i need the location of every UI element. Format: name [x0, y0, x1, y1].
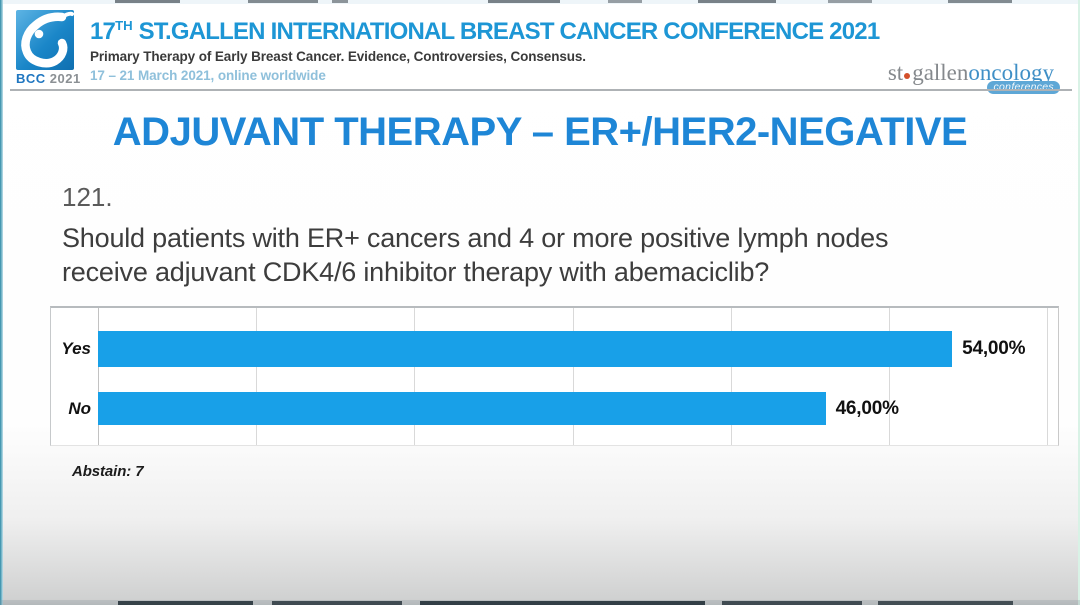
plot-area: 54,00% 46,00% — [98, 308, 1048, 445]
conference-dates: 17 – 21 March 2021, online worldwide — [90, 68, 326, 83]
question-line-2: receive adjuvant CDK4/6 inhibitor therap… — [62, 257, 770, 287]
value-label-yes: 54,00% — [962, 338, 1026, 359]
question-number: 121. — [62, 182, 113, 212]
org-logo-st: st — [887, 60, 904, 85]
bcc-swan-logo-icon — [16, 10, 74, 70]
org-logo-oncology: oncology — [968, 60, 1054, 85]
gridline — [1047, 308, 1048, 445]
video-top-edge-artifacts — [0, 0, 1080, 4]
question-block: 121. Should patients with ER+ cancers an… — [62, 182, 1022, 289]
gridline — [730, 308, 732, 445]
header-divider — [10, 89, 1072, 91]
conference-header: BCC 2021 17TH ST.GALLEN INTERNATIONAL BR… — [16, 8, 1068, 94]
bar-yes — [98, 331, 953, 367]
video-bottom-edge-artifacts — [0, 600, 1080, 605]
poll-bar-chart: Yes No 54,00% 46,00% — [50, 306, 1059, 446]
conference-subtitle: Primary Therapy of Early Breast Cancer. … — [90, 49, 586, 64]
conference-title-ordinal: TH — [115, 18, 133, 33]
slide-title: ADJUVANT THERAPY – ER+/HER2-NEGATIVE — [112, 110, 968, 154]
bcc-logo-block: BCC 2021 — [16, 10, 81, 86]
bcc-year-label: 2021 — [49, 71, 81, 86]
question-line-1: Should patients with ER+ cancers and 4 o… — [62, 223, 889, 253]
abstain-note: Abstain: 7 — [72, 463, 144, 480]
org-logo-gallen: gallen — [912, 60, 969, 85]
conference-title-number: 17 — [90, 18, 116, 45]
category-label-no: No — [68, 399, 91, 418]
gridline — [572, 308, 574, 445]
category-label-yes: Yes — [61, 339, 91, 358]
right-edge-line — [1078, 0, 1080, 605]
gridline — [888, 308, 890, 445]
stgallen-oncology-logo: st gallenoncology conferences — [887, 60, 1060, 94]
conference-title-block: 17TH ST.GALLEN INTERNATIONAL BREAST CANC… — [90, 12, 880, 83]
bcc-logo-caption: BCC 2021 — [16, 71, 81, 86]
gridline — [414, 308, 416, 445]
conference-title: 17TH ST.GALLEN INTERNATIONAL BREAST CANC… — [90, 12, 880, 46]
org-logo-conferences-badge: conferences — [987, 81, 1060, 94]
gridline — [256, 308, 258, 445]
chart-inner: Yes No 54,00% 46,00% — [51, 308, 1058, 445]
bcc-label: BCC — [16, 71, 46, 86]
value-label-no: 46,00% — [835, 398, 899, 419]
gridline — [98, 308, 99, 445]
org-logo-orange-dot-icon — [904, 73, 911, 79]
left-edge-line — [0, 0, 3, 605]
conference-title-text: ST.GALLEN INTERNATIONAL BREAST CANCER CO… — [138, 18, 881, 45]
bar-no — [98, 392, 826, 425]
